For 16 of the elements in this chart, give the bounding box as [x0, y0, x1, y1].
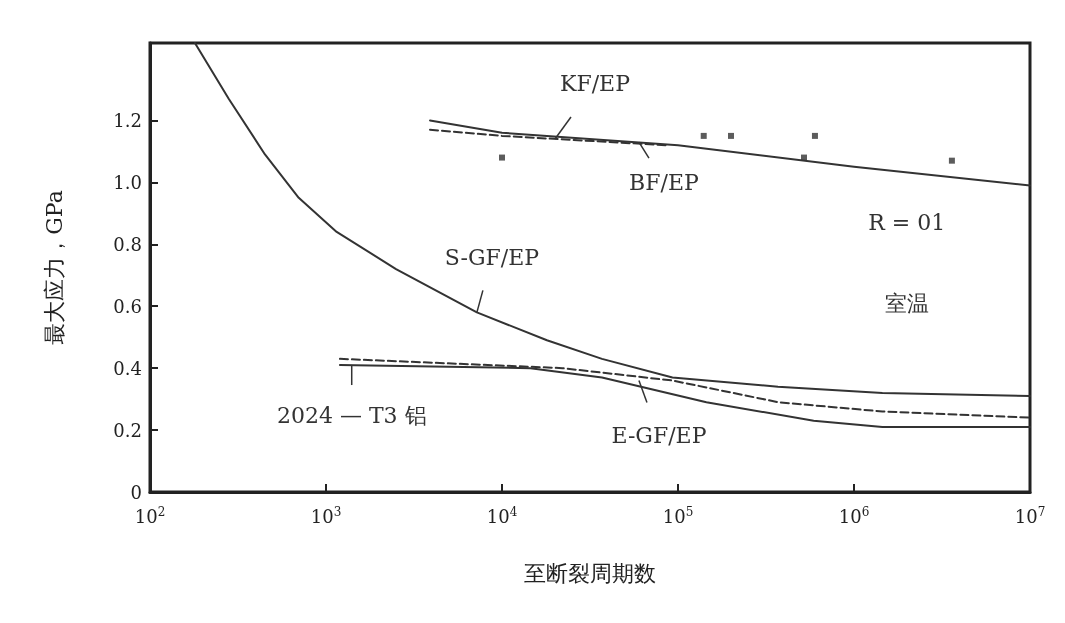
y-tick-label: 1.0 [113, 171, 142, 193]
annotation: KF/EP [559, 71, 631, 97]
annotation: 室温 [884, 290, 929, 316]
annotation: BF/EP [629, 169, 699, 195]
annotation: R = 01 [868, 210, 946, 236]
annotation: 2024 — T3 铝 [276, 402, 427, 428]
y-tick-label: 0.8 [113, 233, 142, 255]
annotation: S-GF/EP [444, 244, 540, 270]
y-tick-label: 0.4 [113, 357, 142, 379]
y-tick-label: 0.6 [113, 295, 142, 317]
y-tick-label: 0.2 [113, 419, 142, 441]
annotation: E-GF/EP [611, 423, 707, 449]
y-tick-label: 1.2 [113, 109, 142, 131]
y-axis-title: 最大应力，GPa [41, 190, 67, 345]
x-axis-title: 至断裂周期数 [524, 560, 656, 586]
y-tick-label: 0 [130, 481, 142, 503]
